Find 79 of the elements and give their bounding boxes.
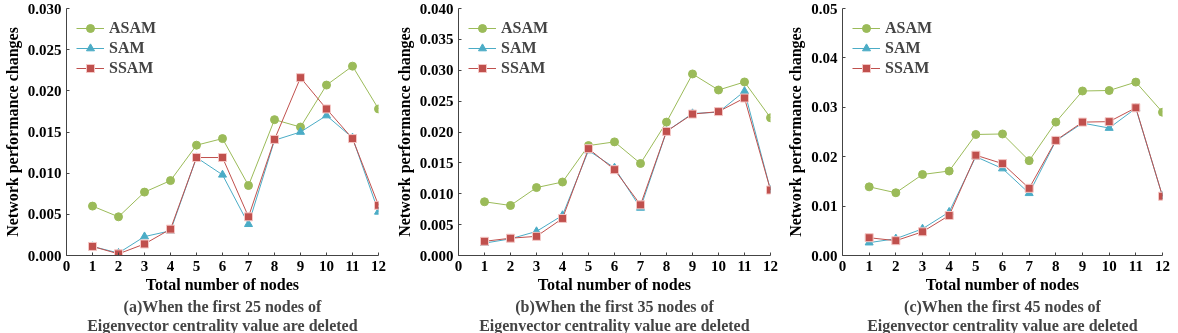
x-tick-label: 6	[998, 257, 1007, 274]
y-tick-label: 0.015	[27, 124, 62, 140]
x-tick-label: 10	[711, 257, 726, 274]
x-tick-label: 5	[584, 257, 593, 274]
legend-label: SAM	[501, 39, 537, 57]
legend-label: ASAM	[109, 19, 157, 37]
x-tick-label: 4	[166, 257, 175, 274]
y-tick-label: 0.005	[27, 206, 62, 223]
y-tick-label: 0.025	[27, 41, 62, 58]
y-axis-title: Network performance changes	[3, 27, 22, 237]
y-tick-label: 0.02	[811, 148, 838, 165]
x-tick-label: 11	[1128, 257, 1143, 274]
y-tick-label: 0.01	[811, 198, 838, 215]
x-tick-label: 2	[114, 257, 123, 274]
x-tick-label: 5	[972, 257, 980, 274]
y-tick-label: 0.035	[419, 31, 454, 48]
x-tick-label: 4	[945, 257, 954, 274]
x-tick-label: 3	[532, 257, 541, 274]
text: (c)When the first 45 nodes of	[904, 297, 1102, 316]
y-tick-label: 0.025	[419, 93, 454, 110]
x-tick-label: 7	[636, 257, 645, 274]
x-tick-label: 11	[345, 257, 360, 274]
x-tick-label: 0	[62, 257, 71, 274]
y-tick-label: 0.03	[811, 99, 838, 116]
x-tick-label: 11	[737, 257, 752, 274]
y-tick-label: 0.030	[27, 0, 62, 17]
legend-label: SSAM	[885, 59, 930, 77]
y-tick-label: 0.040	[419, 0, 454, 17]
x-tick-label: 8	[270, 257, 279, 274]
x-tick-label: 9	[296, 257, 305, 274]
x-tick-label: 2	[506, 257, 515, 274]
legend-label: SSAM	[501, 59, 546, 77]
legend-label: ASAM	[501, 19, 549, 37]
y-axis-title: Network performance changes	[395, 27, 414, 237]
y-tick-label: 0.000	[27, 247, 62, 264]
x-tick-label: 12	[1155, 257, 1170, 274]
y-tick-label: 0.020	[419, 124, 454, 140]
x-tick-label: 7	[244, 257, 253, 274]
y-tick-label: 0.000	[419, 247, 454, 264]
text: (a)When the first 25 nodes of	[123, 297, 323, 316]
x-tick-label: 2	[892, 257, 900, 274]
y-tick-label: 0.005	[419, 216, 454, 233]
text: (b)When the first 35 nodes of	[515, 297, 715, 316]
x-tick-label: 3	[918, 257, 927, 274]
y-tick-label: 0.010	[27, 165, 62, 182]
y-tick-label: 0.05	[811, 0, 838, 17]
x-tick-label: 10	[1101, 257, 1117, 274]
x-axis-title: Total number of nodes	[145, 275, 300, 293]
legend-label: SSAM	[109, 59, 154, 77]
x-tick-label: 12	[371, 257, 386, 274]
x-tick-label: 9	[1078, 257, 1087, 274]
y-axis-title: Network performance changes	[787, 27, 806, 237]
x-tick-label: 1	[480, 257, 489, 274]
x-axis-title: Total number of nodes	[537, 275, 692, 293]
x-tick-label: 0	[454, 257, 463, 274]
x-tick-label: 8	[1052, 257, 1060, 274]
legend-label: SAM	[885, 39, 921, 57]
y-tick-label: 0.00	[811, 247, 838, 264]
legend-label: SAM	[109, 39, 145, 57]
x-tick-label: 8	[662, 257, 671, 274]
legend-label: ASAM	[885, 19, 933, 37]
y-tick-label: 0.030	[419, 62, 454, 79]
x-tick-label: 4	[558, 257, 567, 274]
x-tick-label: 0	[838, 257, 847, 274]
y-tick-label: 0.04	[811, 49, 838, 66]
y-tick-label: 0.010	[419, 185, 454, 202]
x-tick-label: 1	[865, 257, 873, 274]
y-tick-label: 0.015	[419, 154, 454, 171]
x-tick-label: 6	[610, 257, 619, 274]
x-tick-label: 1	[88, 257, 97, 274]
x-tick-label: 6	[218, 257, 227, 274]
x-tick-label: 10	[319, 257, 334, 274]
x-tick-label: 3	[140, 257, 149, 274]
x-tick-label: 9	[688, 257, 697, 274]
x-tick-label: 12	[763, 257, 778, 274]
x-tick-label: 7	[1025, 257, 1034, 274]
x-tick-label: 5	[192, 257, 201, 274]
y-tick-label: 0.020	[27, 82, 62, 99]
x-axis-title: Total number of nodes	[925, 275, 1080, 293]
